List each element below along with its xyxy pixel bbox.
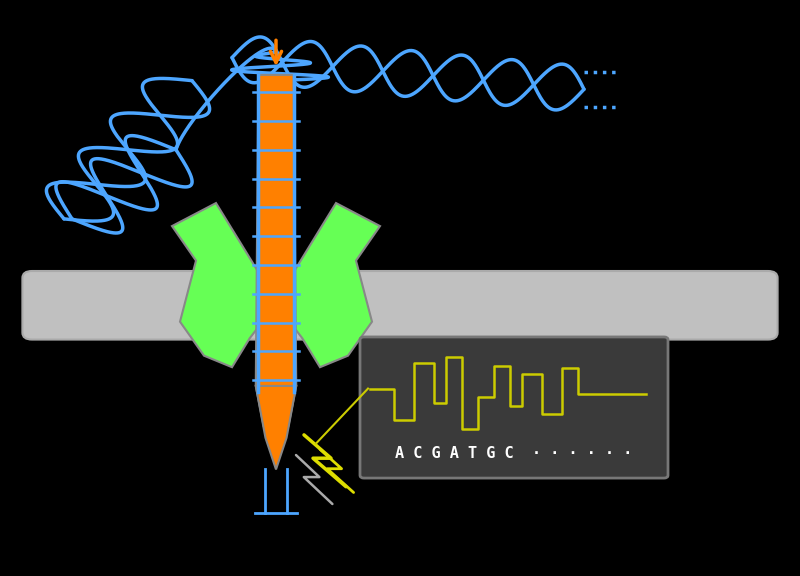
FancyBboxPatch shape xyxy=(360,337,668,478)
Polygon shape xyxy=(294,203,380,367)
Polygon shape xyxy=(256,75,296,426)
Text: A C G A T G C  · · · · · ·: A C G A T G C · · · · · · xyxy=(395,446,633,461)
FancyBboxPatch shape xyxy=(22,271,778,340)
Polygon shape xyxy=(172,203,258,367)
Polygon shape xyxy=(256,386,296,469)
